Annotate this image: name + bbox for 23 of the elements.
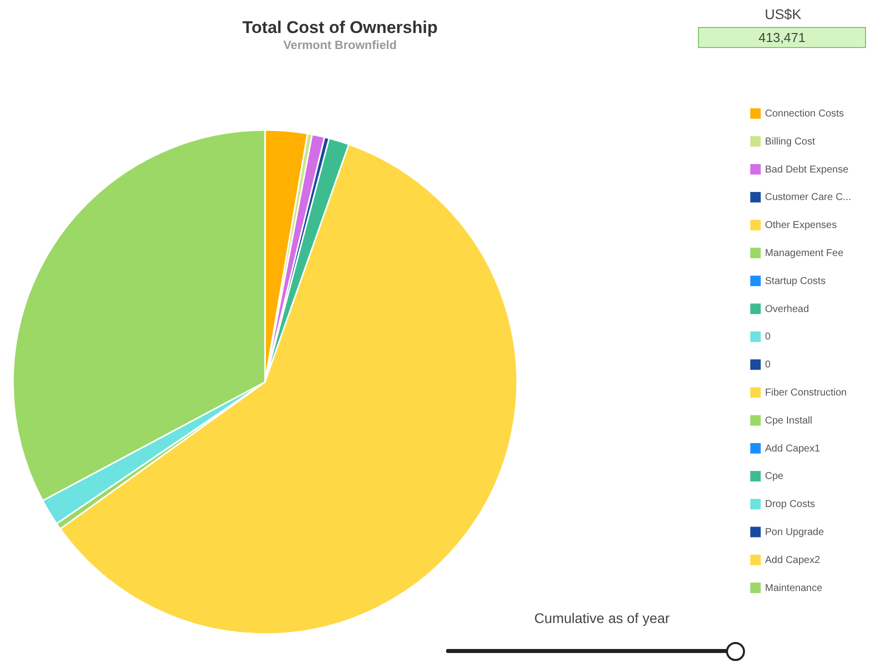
- legend-label: Cpe: [765, 471, 784, 482]
- legend-label: Startup Costs: [765, 276, 826, 287]
- text: US$K: [764, 6, 802, 22]
- legend-label: Billing Cost: [765, 136, 816, 148]
- legend-label: Connection Costs: [765, 108, 844, 120]
- legend-label: Overhead: [765, 304, 809, 315]
- legend-label: Fiber Construction: [765, 388, 847, 398]
- chart-subtitle: Vermont Brownfield: [283, 38, 397, 52]
- legend-label: Add Capex1: [765, 443, 820, 454]
- legend-label: 0: [765, 360, 771, 371]
- legend-label: 0: [765, 332, 771, 343]
- text: 413,471: [698, 27, 866, 48]
- legend-label: Customer Care C...: [765, 192, 852, 204]
- legend-label: Management Fee: [765, 248, 844, 259]
- text: Cumulative as of year: [533, 610, 671, 626]
- chart-title: Total Cost of Ownership: [242, 18, 438, 37]
- legend-label: Add Capex2: [765, 554, 820, 566]
- legend-label: Bad Debt Expense: [765, 164, 849, 176]
- legend-label: Drop Costs: [765, 499, 816, 510]
- legend-label: Maintenance: [765, 582, 823, 594]
- legend-label: Pon Upgrade: [765, 527, 824, 538]
- legend-label: Cpe Install: [765, 415, 812, 426]
- legend-label: Other Expenses: [765, 220, 837, 232]
